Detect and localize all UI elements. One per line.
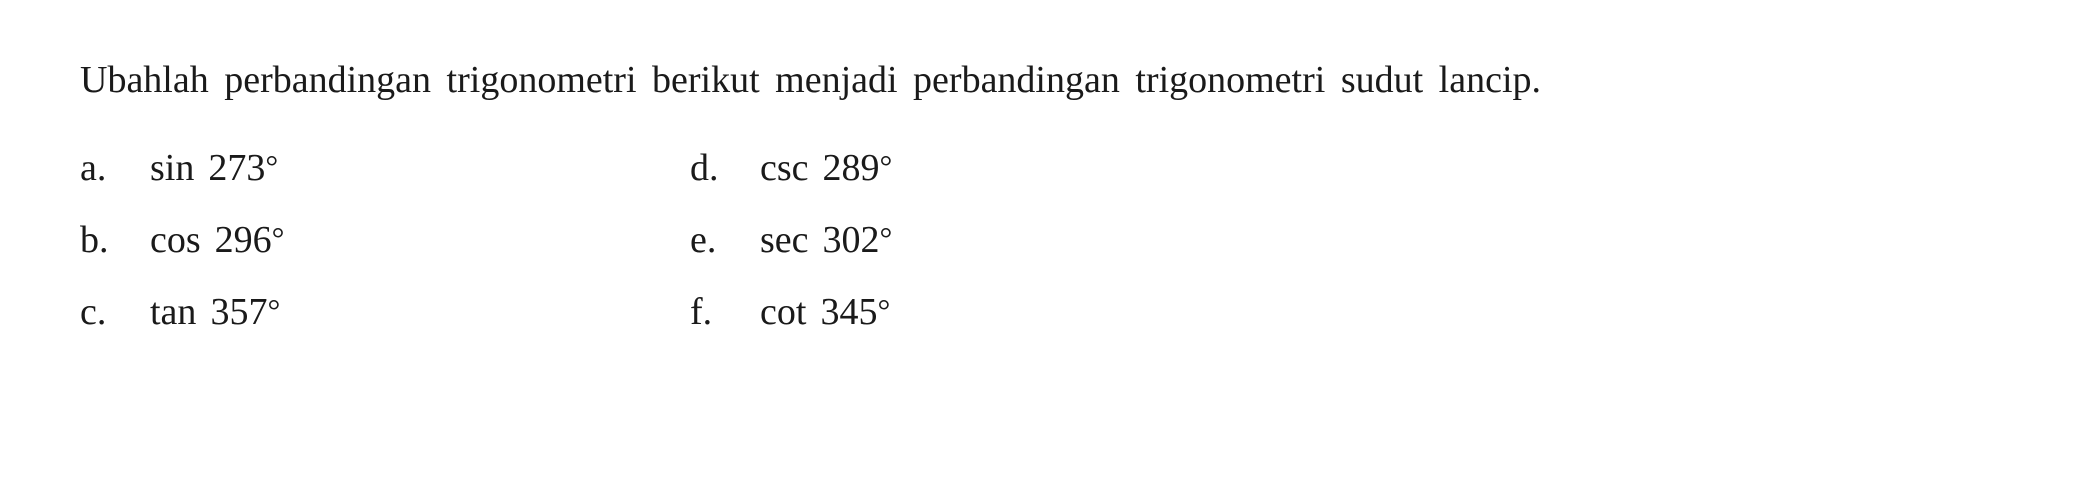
options-grid: a. sin 273 d. csc 289 b. cos 296 e. sec: [80, 146, 2017, 334]
option-content: csc 289: [760, 146, 892, 190]
option-letter: c.: [80, 290, 150, 334]
angle-value: 273: [208, 146, 278, 190]
option-content: sin 273: [150, 146, 278, 190]
option-letter: d.: [690, 146, 760, 190]
option-letter: a.: [80, 146, 150, 190]
option-content: cos 296: [150, 218, 284, 262]
trig-function: csc: [760, 146, 809, 190]
question-container: Ubahlah perbandingan trigonometri beriku…: [80, 50, 2017, 334]
question-text: Ubahlah perbandingan trigonometri beriku…: [80, 50, 2017, 111]
angle-value: 357: [210, 290, 280, 334]
option-content: tan 357: [150, 290, 280, 334]
angle-value: 302: [823, 218, 893, 262]
angle-value: 289: [823, 146, 893, 190]
option-a: a. sin 273: [80, 146, 640, 190]
angle-value: 345: [820, 290, 890, 334]
option-letter: b.: [80, 218, 150, 262]
option-c: c. tan 357: [80, 290, 640, 334]
trig-function: tan: [150, 290, 196, 334]
option-letter: f.: [690, 290, 760, 334]
option-letter: e.: [690, 218, 760, 262]
trig-function: cos: [150, 218, 201, 262]
trig-function: sin: [150, 146, 194, 190]
trig-function: sec: [760, 218, 809, 262]
option-content: cot 345: [760, 290, 890, 334]
option-f: f. cot 345: [690, 290, 1250, 334]
trig-function: cot: [760, 290, 806, 334]
option-content: sec 302: [760, 218, 892, 262]
angle-value: 296: [215, 218, 285, 262]
option-e: e. sec 302: [690, 218, 1250, 262]
option-d: d. csc 289: [690, 146, 1250, 190]
option-b: b. cos 296: [80, 218, 640, 262]
